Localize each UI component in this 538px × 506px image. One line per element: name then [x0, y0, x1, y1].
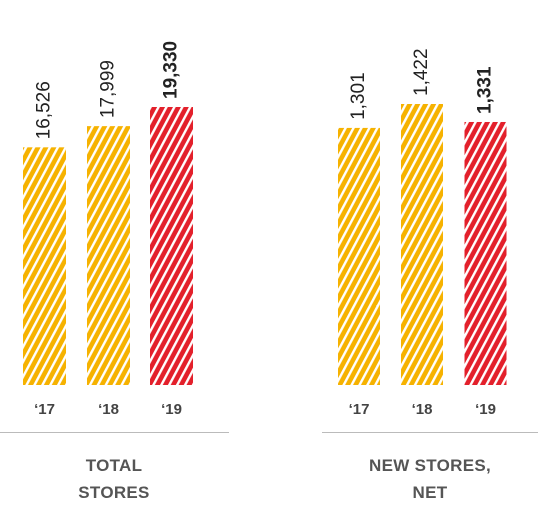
- chart-title: TOTAL STORES: [78, 456, 150, 502]
- x-tick-label: ‘18: [98, 401, 119, 418]
- value-label: 1,422: [411, 48, 432, 96]
- x-tick-label: ‘19: [475, 401, 496, 418]
- value-label: 19,330: [161, 41, 182, 99]
- bar: [464, 121, 507, 385]
- x-tick-label: ‘17: [349, 401, 370, 418]
- value-label: 1,331: [475, 66, 496, 114]
- value-label: 17,999: [98, 60, 119, 118]
- value-label: 16,526: [34, 81, 55, 139]
- x-tick-label: ‘17: [34, 401, 55, 418]
- bar: [23, 147, 66, 385]
- x-tick-label: ‘19: [161, 401, 182, 418]
- x-tick-label: ‘18: [412, 401, 433, 418]
- bar: [338, 127, 380, 385]
- bar: [87, 126, 130, 386]
- bar: [150, 107, 193, 385]
- chart-title: NEW STORES, NET: [369, 456, 492, 502]
- bar: [401, 104, 443, 385]
- value-label: 1,301: [348, 72, 369, 120]
